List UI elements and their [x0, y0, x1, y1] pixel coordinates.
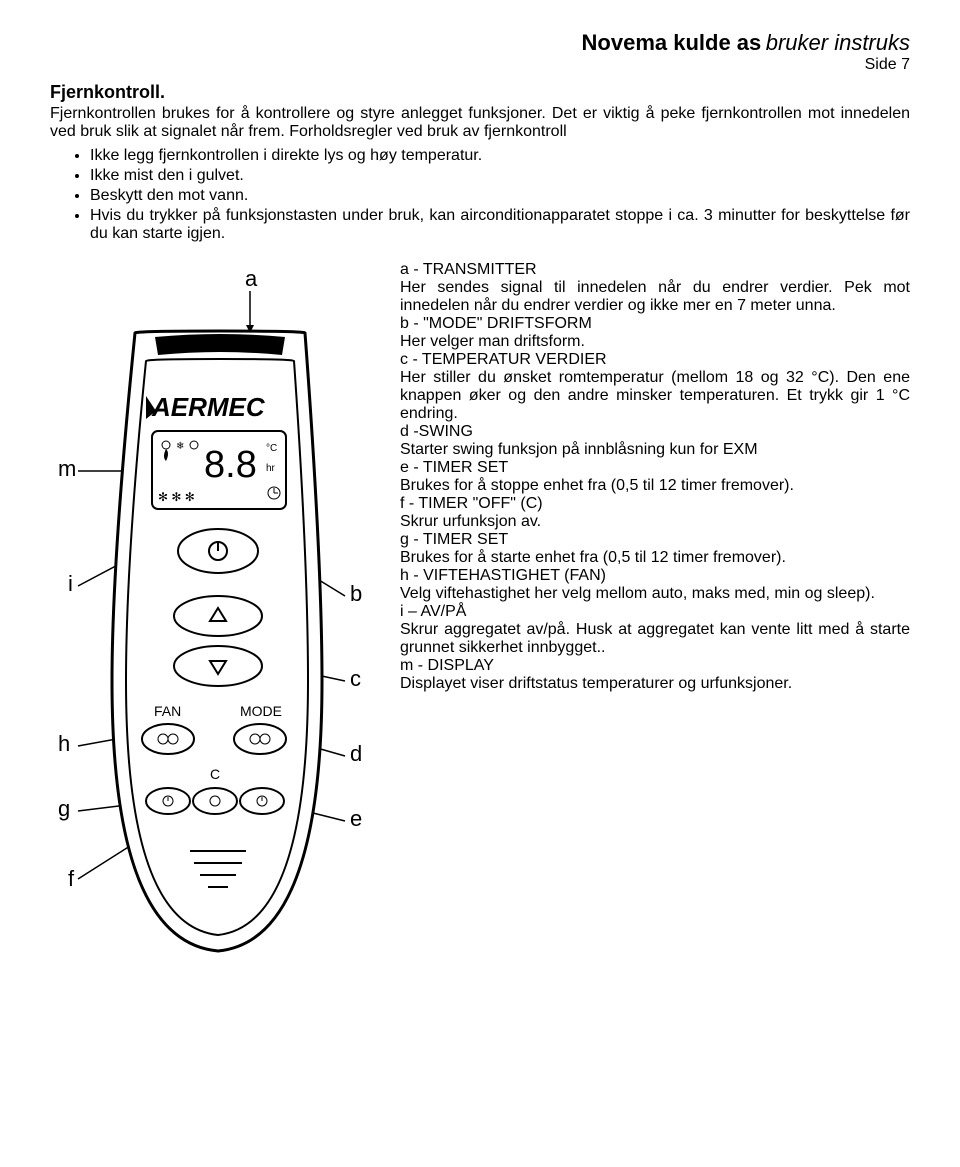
- legend-d-title: d -SWING: [400, 423, 910, 441]
- list-item: Beskytt den mot vann.: [90, 187, 910, 205]
- label-i: i: [68, 571, 73, 596]
- label-h: h: [58, 731, 70, 756]
- label-e: e: [350, 806, 362, 831]
- list-item: Hvis du trykker på funksjonstasten under…: [90, 207, 910, 243]
- label-m: m: [58, 456, 76, 481]
- header-subtitle: bruker instruks: [766, 30, 910, 55]
- intro-paragraph: Fjernkontrollen brukes for å kontrollere…: [50, 105, 910, 141]
- btn-c-label: C: [210, 766, 220, 782]
- display-c: °C: [266, 443, 277, 454]
- btn-mode-label: MODE: [240, 703, 282, 719]
- legend-f-body: Skrur urfunksjon av.: [400, 513, 910, 531]
- legend-m-title: m - DISPLAY: [400, 657, 910, 675]
- legend-c-title: c - TEMPERATUR VERDIER: [400, 351, 910, 369]
- legend-b-body: Her velger man driftsform.: [400, 333, 910, 351]
- btn-fan-label: FAN: [154, 703, 181, 719]
- legend-a-body: Her sendes signal til innedelen når du e…: [400, 279, 910, 315]
- display-digits: 8.8: [204, 444, 257, 486]
- header-page: Side 7: [865, 56, 910, 73]
- legend-i-title: i – AV/PÅ: [400, 603, 910, 621]
- remote-diagram: m i h g f a b c d e: [50, 261, 380, 986]
- legend-i-body: Skrur aggregatet av/på. Husk at aggregat…: [400, 621, 910, 657]
- list-item: Ikke mist den i gulvet.: [90, 167, 910, 185]
- legend-f-title: f - TIMER "OFF" (C): [400, 495, 910, 513]
- legend-h-body: Velg viftehastighet her velg mellom auto…: [400, 585, 910, 603]
- legend-h-title: h - VIFTEHASTIGHET (FAN): [400, 567, 910, 585]
- legend-g-body: Brukes for å starte enhet fra (0,5 til 1…: [400, 549, 910, 567]
- label-g: g: [58, 796, 70, 821]
- legend-b-title: b - "MODE" DRIFTSFORM: [400, 315, 910, 333]
- legend-g-title: g - TIMER SET: [400, 531, 910, 549]
- legend-e-title: e - TIMER SET: [400, 459, 910, 477]
- legend-text: a - TRANSMITTER Her sendes signal til in…: [400, 261, 910, 693]
- legend-d-body: Starter swing funksjon på innblåsning ku…: [400, 441, 910, 459]
- svg-text:✻ ✻ ✻: ✻ ✻ ✻: [158, 490, 195, 504]
- label-d: d: [350, 741, 362, 766]
- label-b: b: [350, 581, 362, 606]
- legend-m-body: Displayet viser driftstatus temperaturer…: [400, 675, 910, 693]
- label-c: c: [350, 666, 361, 691]
- bullet-list: Ikke legg fjernkontrollen i direkte lys …: [90, 147, 910, 243]
- svg-text:❄: ❄: [176, 441, 184, 452]
- legend-e-body: Brukes for å stoppe enhet fra (0,5 til 1…: [400, 477, 910, 495]
- display-hr: hr: [266, 463, 276, 474]
- label-a: a: [245, 266, 258, 291]
- section-title: Fjernkontroll.: [50, 82, 910, 103]
- legend-a-title: a - TRANSMITTER: [400, 261, 910, 279]
- label-f: f: [68, 866, 75, 891]
- list-item: Ikke legg fjernkontrollen i direkte lys …: [90, 147, 910, 165]
- brand-text: AERMEC: [151, 392, 266, 422]
- legend-c-body: Her stiller du ønsket romtemperatur (mel…: [400, 369, 910, 423]
- header-brand: Novema kulde as: [582, 30, 762, 55]
